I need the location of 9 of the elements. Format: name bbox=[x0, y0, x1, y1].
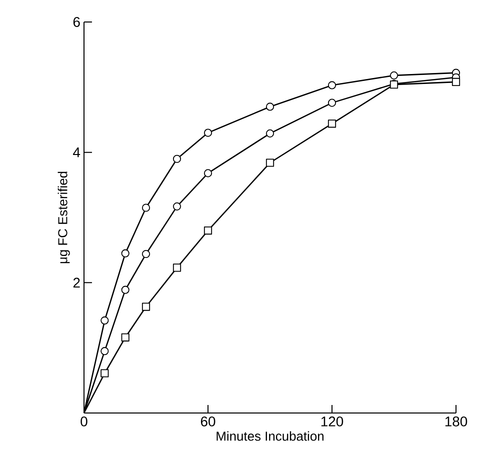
x-tick-label: 60 bbox=[200, 416, 216, 426]
x-axis-title: Minutes Incubation bbox=[216, 431, 324, 441]
y-tick-label: 6 bbox=[73, 17, 80, 27]
x-tick-label: 0 bbox=[80, 416, 88, 426]
y-tick-label: 4 bbox=[73, 148, 80, 158]
y-tick-label: 2 bbox=[73, 278, 80, 288]
y-axis-title: μg FC Esterified bbox=[58, 172, 70, 264]
x-tick-label: 120 bbox=[321, 416, 344, 426]
x-tick-label: 180 bbox=[445, 416, 468, 426]
